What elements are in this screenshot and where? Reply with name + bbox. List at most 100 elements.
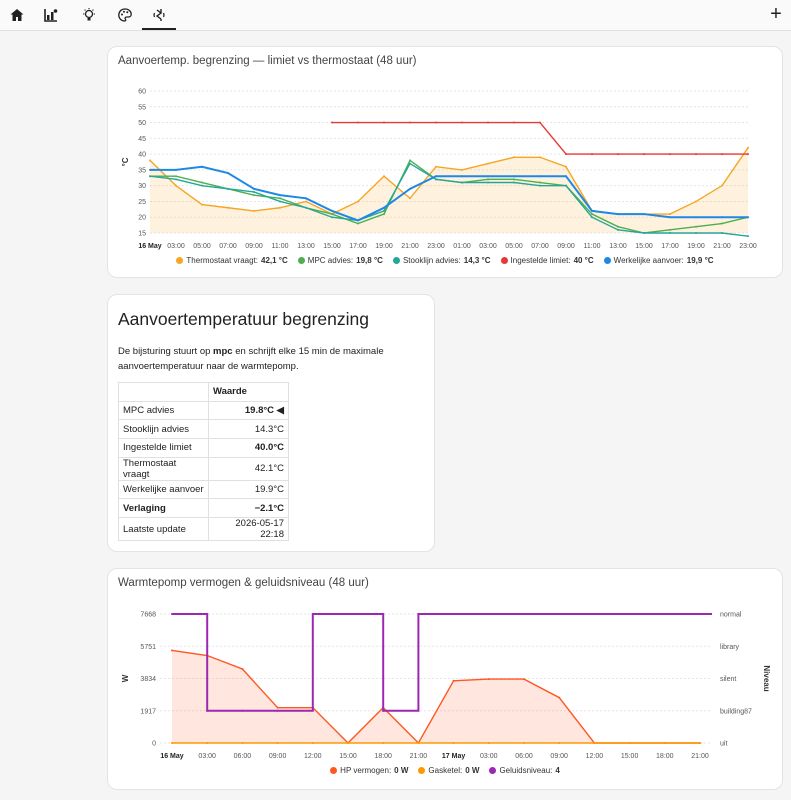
y-tick-label-right: building87 xyxy=(720,708,752,715)
x-tick-label: 21:00 xyxy=(691,753,709,760)
data-point xyxy=(206,709,209,712)
y-tick-label: 15 xyxy=(138,231,146,238)
x-tick-label: 15:00 xyxy=(621,753,639,760)
description-text: De bijsturing stuurt op xyxy=(118,346,214,357)
data-point xyxy=(539,184,541,187)
data-point xyxy=(747,146,749,149)
data-point xyxy=(669,213,671,216)
data-point xyxy=(357,222,359,225)
x-tick-label: 05:00 xyxy=(193,243,211,250)
y-tick-label-left: 1917 xyxy=(140,708,156,715)
data-point xyxy=(513,175,515,178)
legend-swatch xyxy=(392,257,400,264)
data-point xyxy=(227,187,229,190)
legend-item[interactable]: Geluidsniveau: 4 xyxy=(489,766,560,775)
data-point xyxy=(617,213,619,216)
legend-item[interactable]: HP vermogen: 0 W xyxy=(330,766,408,775)
data-point xyxy=(513,178,515,181)
data-point xyxy=(382,709,385,712)
data-point xyxy=(643,232,645,234)
data-point xyxy=(617,228,619,231)
data-point xyxy=(539,175,541,178)
data-point xyxy=(695,153,697,156)
row-value: 19.8°C ◀ xyxy=(208,400,289,421)
legend-item[interactable]: Werkelijke aanvoer: 19,9 °C xyxy=(603,256,714,265)
legend-value: 0 W xyxy=(394,766,409,775)
x-tick-label: 19:00 xyxy=(687,243,705,250)
data-point xyxy=(487,175,489,178)
x-tick-label: 12:00 xyxy=(586,753,604,760)
data-point xyxy=(747,216,749,219)
row-value: 2026-05-17 22:18 xyxy=(208,517,289,542)
x-tick-label: 21:00 xyxy=(401,243,419,250)
data-point xyxy=(695,200,697,203)
legend-value: 14,3 °C xyxy=(463,256,491,265)
data-point xyxy=(721,184,723,187)
data-point xyxy=(643,153,645,156)
data-point xyxy=(206,742,209,744)
data-point xyxy=(695,225,697,228)
data-point xyxy=(487,678,490,681)
tab-palette[interactable] xyxy=(108,0,142,30)
x-tick-label: 17:00 xyxy=(661,243,679,250)
data-point xyxy=(149,175,151,178)
data-point xyxy=(241,742,244,744)
table-row: MPC advies 19.8°C ◀ xyxy=(118,400,289,421)
data-point xyxy=(593,613,596,615)
row-label: MPC advies xyxy=(118,400,209,421)
y-tick-label-right: silent xyxy=(720,676,736,683)
data-point xyxy=(409,187,411,190)
y-tick-label: 30 xyxy=(138,183,146,190)
x-tick-label: 18:00 xyxy=(656,753,674,760)
tab-chart[interactable] xyxy=(34,0,68,30)
data-point xyxy=(382,742,385,744)
supply-temp-limit-card: Aanvoertemperatuur begrenzing De bijstur… xyxy=(107,294,435,552)
table-row: Verlaging −2.1°C xyxy=(118,498,289,519)
tab-sound[interactable] xyxy=(142,0,176,30)
data-point xyxy=(513,121,515,124)
y-tick-label: 60 xyxy=(138,89,146,96)
data-point xyxy=(617,153,619,156)
row-value: 14.3°C xyxy=(208,419,289,440)
legend-item[interactable]: Stooklijn advies: 14,3 °C xyxy=(392,256,491,265)
table-row: Werkelijke aanvoer 19.9°C xyxy=(118,479,289,500)
y-axis-label: °C xyxy=(121,157,130,166)
data-point xyxy=(331,121,333,124)
row-label: Stooklijn advies xyxy=(118,419,209,440)
tab-home[interactable] xyxy=(0,0,34,30)
data-point xyxy=(695,216,697,219)
data-point xyxy=(628,613,631,615)
row-label: Verlaging xyxy=(118,498,209,519)
x-tick-label: 15:00 xyxy=(339,753,357,760)
data-point xyxy=(417,742,420,744)
supply-temp-chart: 60 55 50 45 40 35 30 25 20 15 °C 16 May 03:00 05:00 07… xyxy=(121,89,757,251)
x-tick-label: 03:00 xyxy=(480,753,498,760)
y-tick-label-right: normal xyxy=(720,612,742,619)
x-tick-label: 01:00 xyxy=(453,243,471,250)
x-tick-label: 03:00 xyxy=(167,243,185,250)
top-tab-bar: + xyxy=(0,0,791,31)
tab-lightbulb[interactable] xyxy=(72,0,106,30)
data-point xyxy=(487,162,489,165)
legend-item[interactable]: MPC advies: 19,8 °C xyxy=(297,256,383,265)
data-point xyxy=(721,222,723,225)
lightbulb-icon xyxy=(83,8,95,21)
hp-power-area xyxy=(172,650,700,743)
y-tick-label: 25 xyxy=(138,199,146,206)
x-tick-label: 09:00 xyxy=(269,753,287,760)
legend-swatch xyxy=(603,257,611,264)
legend-item[interactable]: Thermostaat vraagt: 42,1 °C xyxy=(176,256,288,265)
table-header-value: Waarde xyxy=(208,382,289,402)
data-point xyxy=(721,153,723,156)
thermostat-area xyxy=(150,147,748,233)
x-tick-label: 19:00 xyxy=(375,243,393,250)
data-point xyxy=(452,679,455,682)
legend-item[interactable]: Ingestelde limiet: 40 °C xyxy=(500,256,594,265)
legend-label: Geluidsniveau: xyxy=(499,766,553,775)
add-button[interactable]: + xyxy=(770,3,782,25)
legend-swatch xyxy=(330,767,338,774)
data-point xyxy=(241,709,244,712)
x-tick-label: 18:00 xyxy=(374,753,392,760)
data-point xyxy=(591,216,593,219)
legend-item[interactable]: Gasketel: 0 W xyxy=(418,766,479,775)
